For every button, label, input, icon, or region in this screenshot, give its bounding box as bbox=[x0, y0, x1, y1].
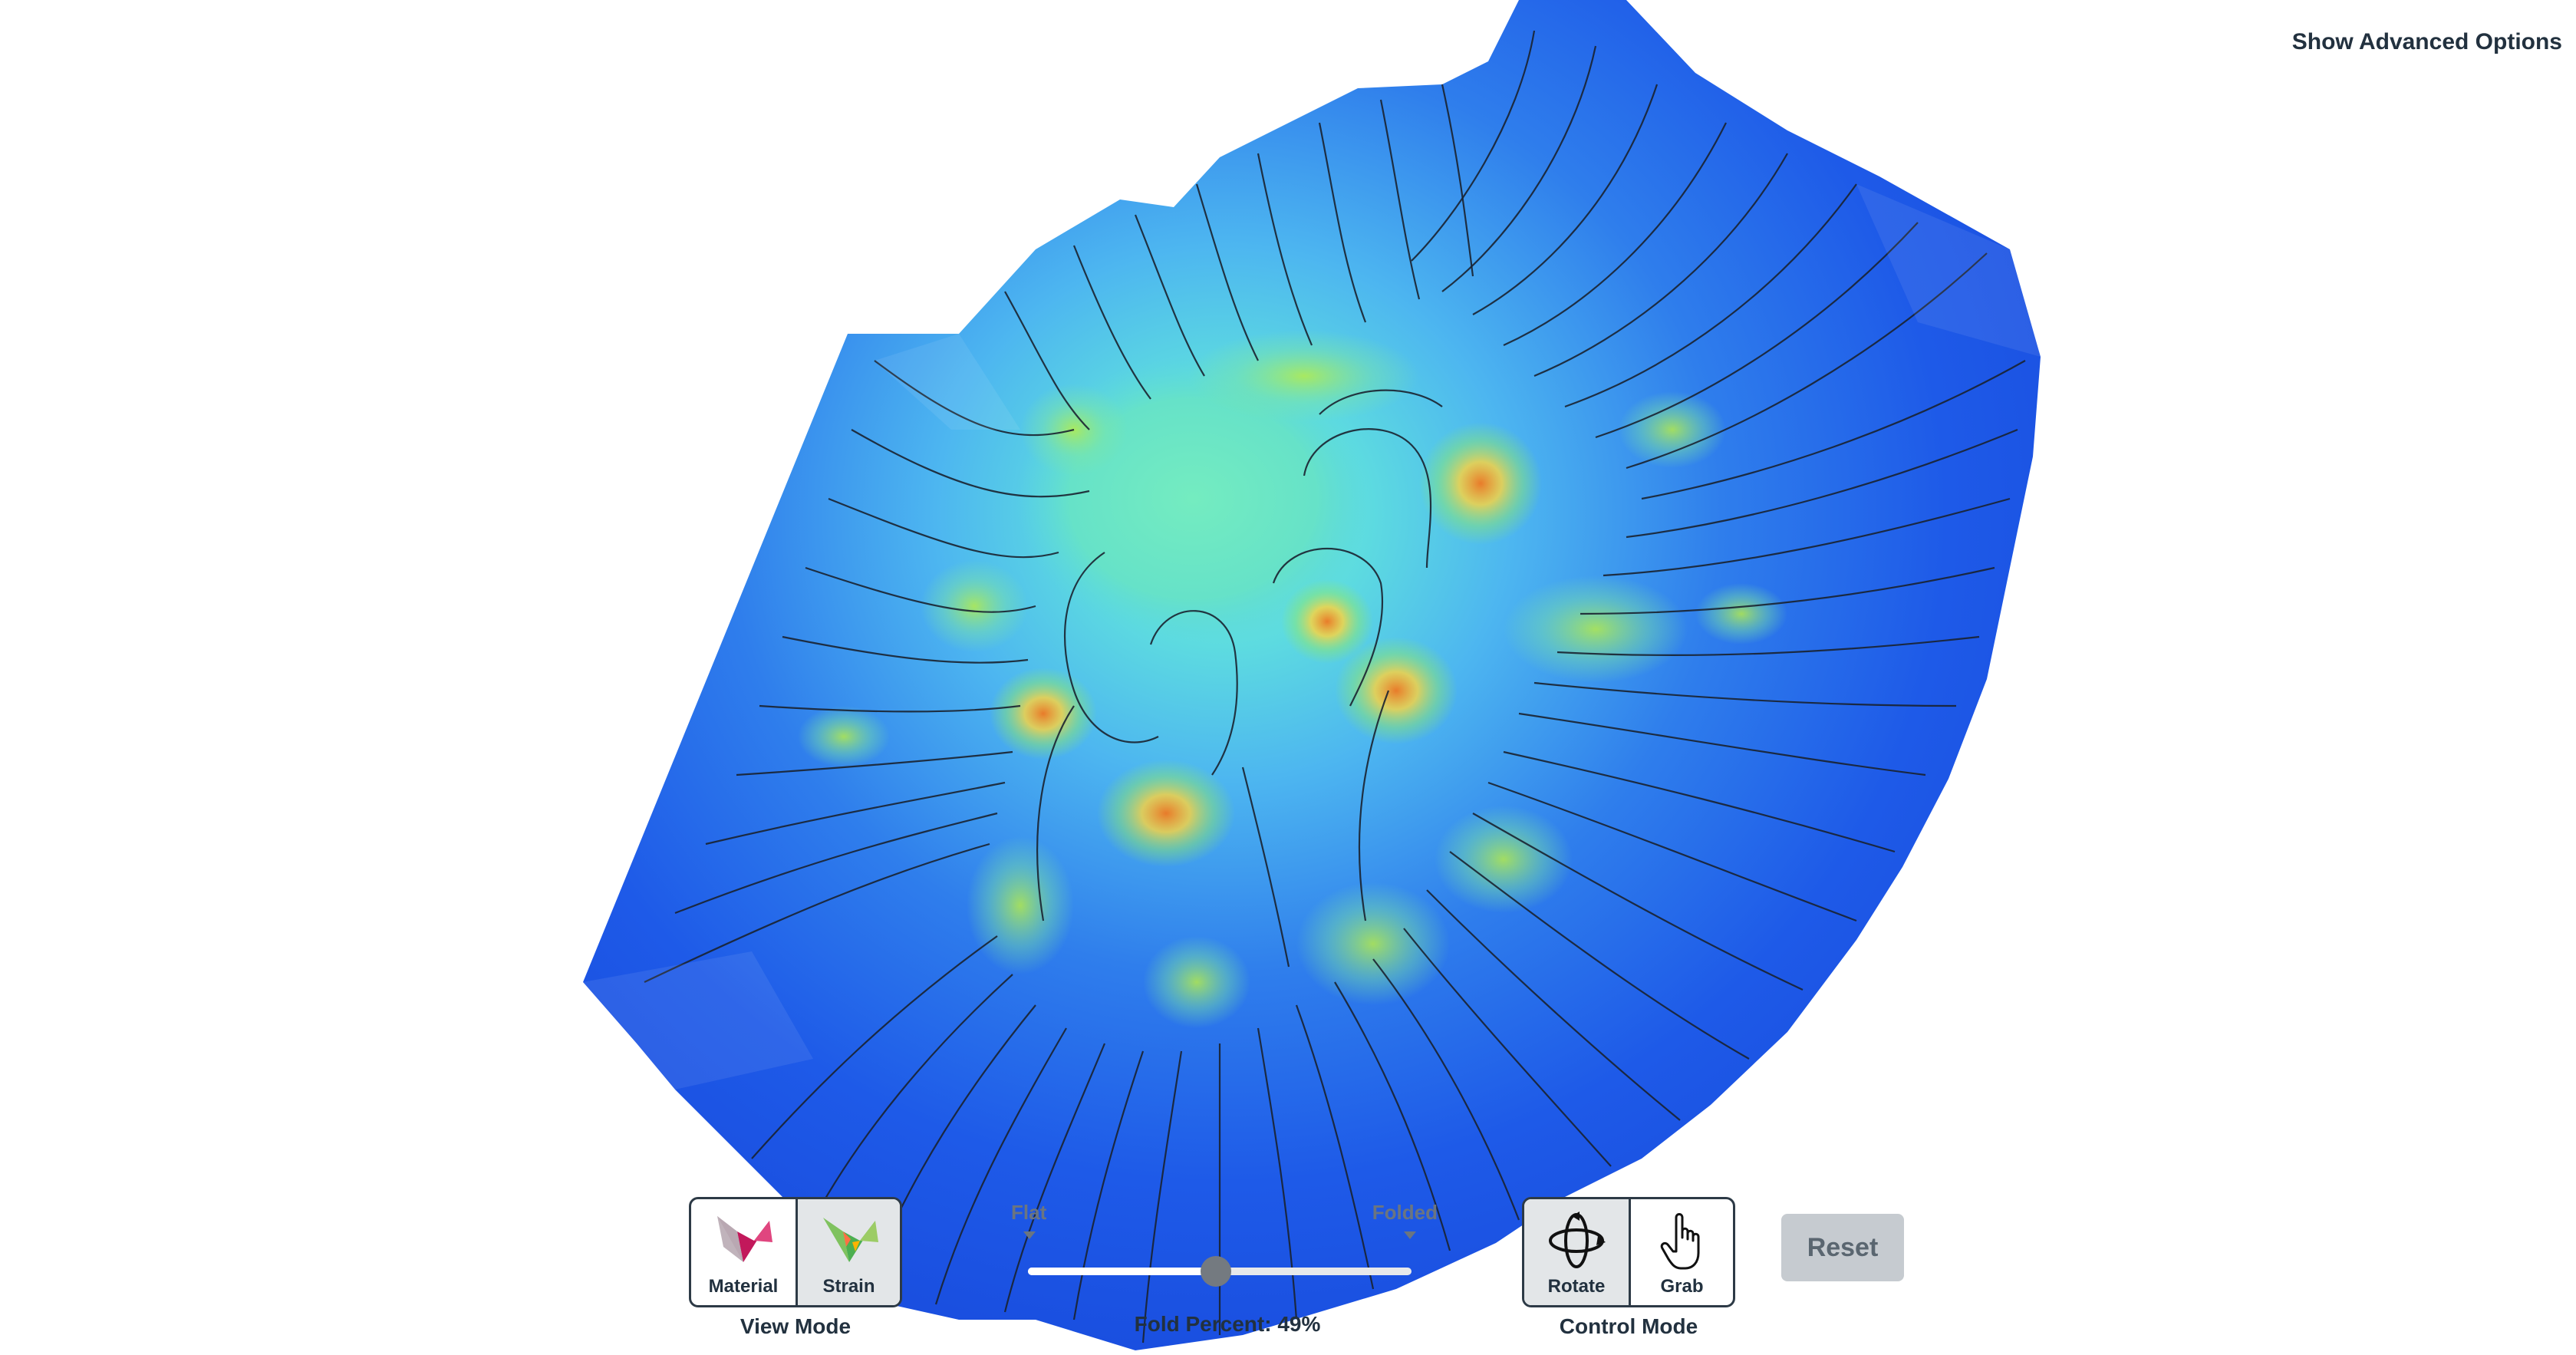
strain-view-button[interactable]: Strain bbox=[796, 1199, 900, 1305]
rotate-mode-label: Rotate bbox=[1547, 1276, 1606, 1297]
reset-button[interactable]: Reset bbox=[1781, 1214, 1904, 1281]
material-icon bbox=[717, 1216, 772, 1262]
material-view-button[interactable]: Material bbox=[691, 1199, 796, 1305]
slider-folded-tick bbox=[1404, 1231, 1416, 1239]
fold-percent-caption: Fold Percent: 49% bbox=[1134, 1312, 1321, 1336]
control-mode-group: Rotate Grab bbox=[1522, 1197, 1735, 1307]
grab-mode-label: Grab bbox=[1660, 1276, 1704, 1297]
strain-icon bbox=[822, 1218, 878, 1262]
control-mode-caption: Control Mode bbox=[1559, 1314, 1698, 1338]
material-view-label: Material bbox=[708, 1276, 779, 1297]
grab-hand-icon bbox=[1660, 1213, 1699, 1270]
view-mode-caption: View Mode bbox=[740, 1314, 852, 1338]
slider-flat-tick bbox=[1023, 1231, 1036, 1239]
strain-view-label: Strain bbox=[822, 1276, 875, 1297]
slider-fill bbox=[1028, 1268, 1216, 1275]
fold-percent-slider: Flat Folded Fold Percent: 49% bbox=[1011, 1201, 1438, 1339]
origami-sheet bbox=[583, 0, 2041, 1350]
rotate-mode-button[interactable]: Rotate bbox=[1524, 1199, 1629, 1305]
grab-mode-button[interactable]: Grab bbox=[1629, 1199, 1733, 1305]
slider-thumb[interactable] bbox=[1201, 1256, 1231, 1287]
slider-flat-label: Flat bbox=[1011, 1201, 1047, 1224]
slider-folded-label: Folded bbox=[1372, 1201, 1438, 1224]
view-mode-group: Material Strain bbox=[689, 1197, 902, 1307]
rotate-icon bbox=[1549, 1212, 1606, 1268]
show-advanced-options-link[interactable]: Show Advanced Options bbox=[2291, 29, 2562, 54]
